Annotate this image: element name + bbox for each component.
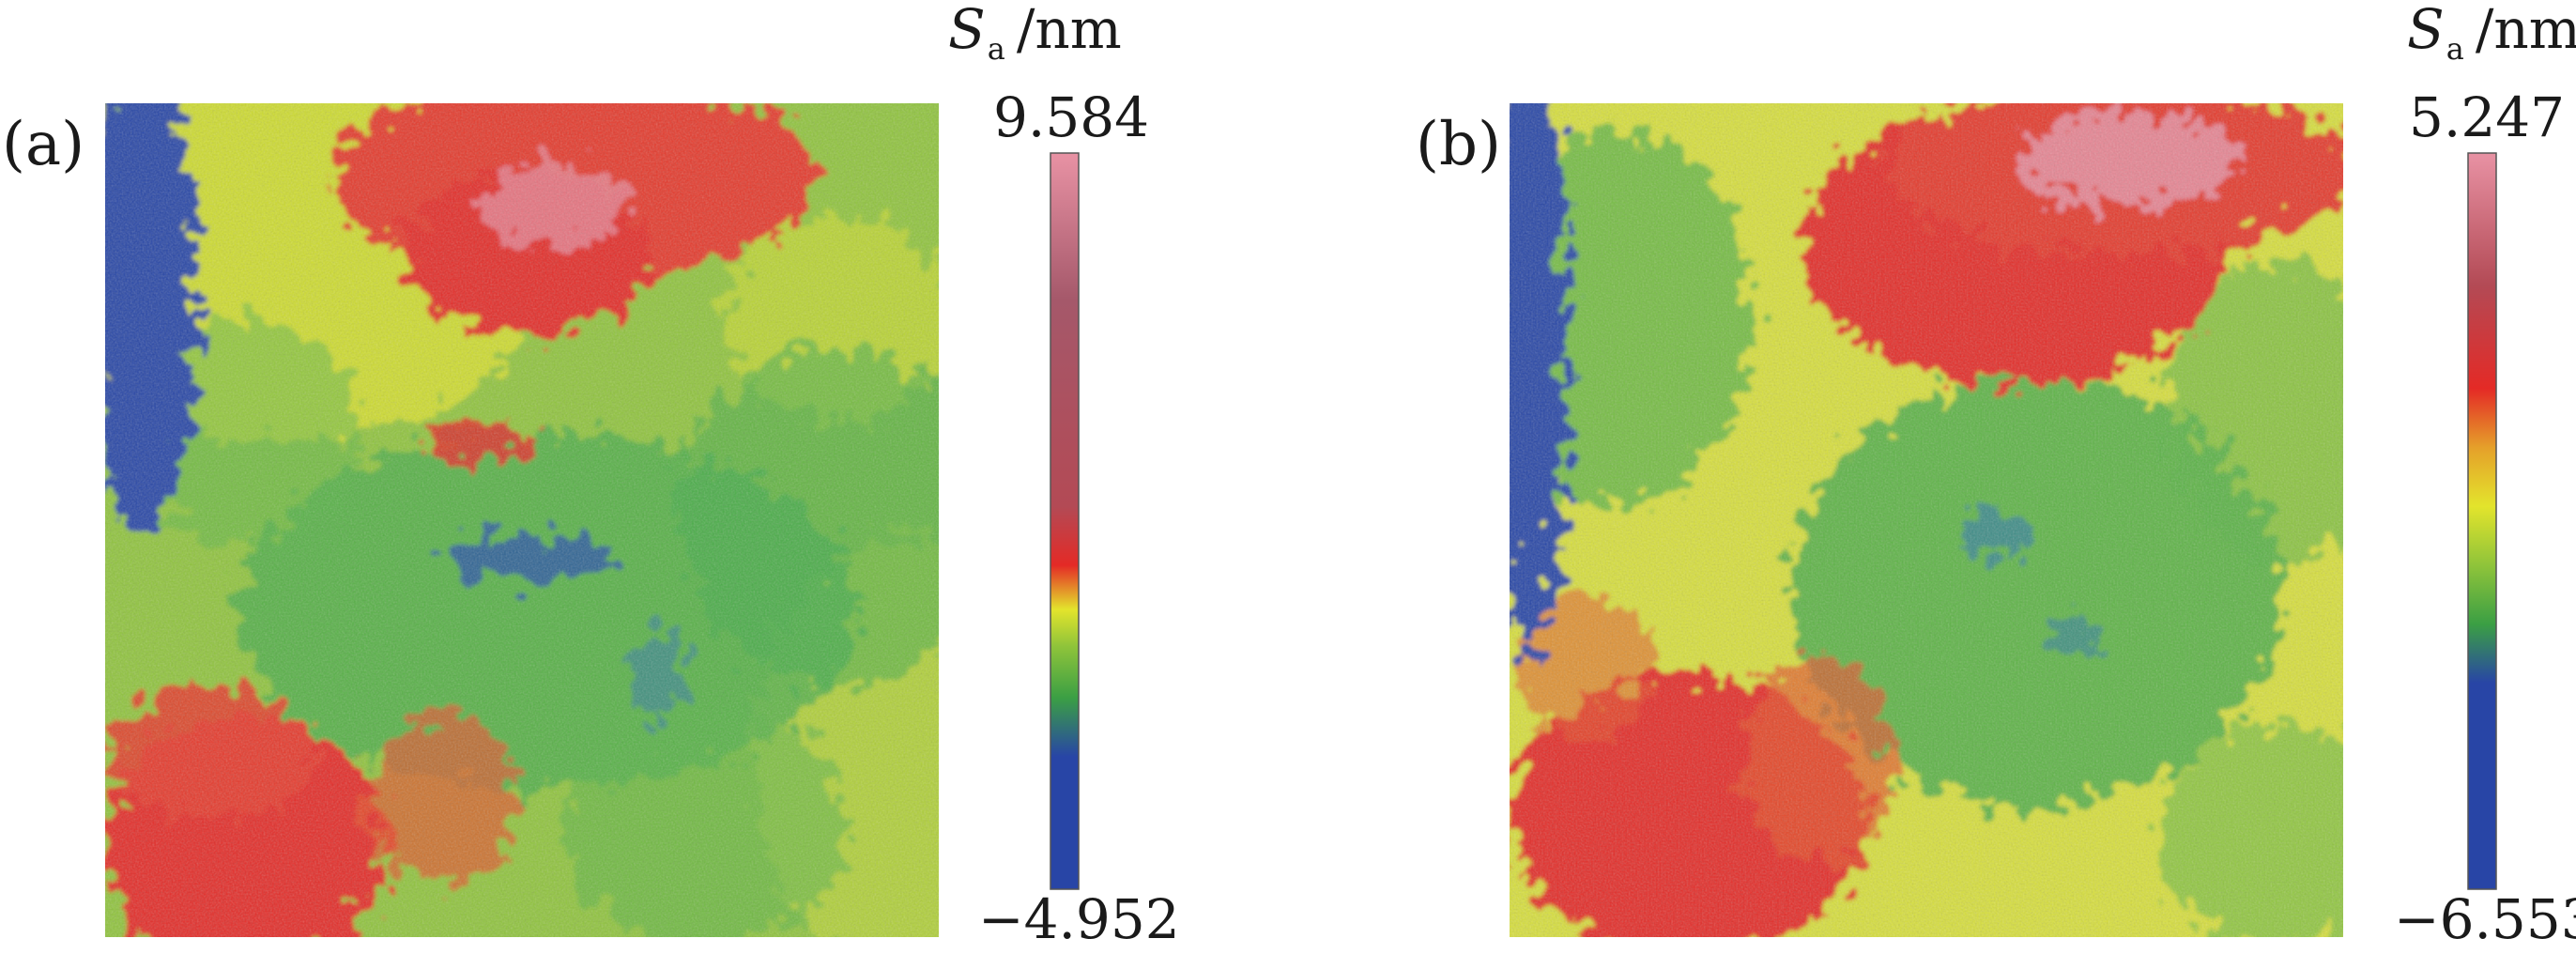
colorbar-min-label: −6.553 bbox=[2394, 887, 2576, 951]
map-grain bbox=[1510, 103, 2343, 937]
colorbar-gradient bbox=[2467, 152, 2497, 890]
panel-b: (b) bbox=[1288, 0, 2576, 954]
colorbar-gradient bbox=[1050, 152, 1080, 890]
colorbar-unit: /nm bbox=[1016, 0, 1122, 61]
panel-label: (a) bbox=[2, 110, 85, 179]
colorbar-subscript: a bbox=[2446, 31, 2464, 67]
surface-height-map bbox=[105, 103, 939, 937]
colorbar-max-label: 5.247 bbox=[2409, 85, 2566, 149]
surface-height-map bbox=[1510, 103, 2343, 937]
colorbar-symbol: S bbox=[2407, 0, 2445, 61]
colorbar bbox=[1050, 152, 1080, 890]
colorbar-title: Sa/nm bbox=[948, 2, 1122, 64]
colorbar-unit: /nm bbox=[2475, 0, 2576, 61]
colorbar-min-label: −4.952 bbox=[978, 887, 1180, 951]
colorbar-subscript: a bbox=[987, 31, 1005, 67]
colorbar-max-label: 9.584 bbox=[993, 85, 1150, 149]
map-grain bbox=[105, 103, 939, 937]
colorbar bbox=[2467, 152, 2497, 890]
panel-a: (a) bbox=[2, 2, 1180, 951]
colorbar-symbol: S bbox=[948, 0, 986, 61]
colorbar-title: Sa/nm bbox=[2407, 2, 2576, 64]
panel-label: (b) bbox=[1416, 110, 1501, 179]
